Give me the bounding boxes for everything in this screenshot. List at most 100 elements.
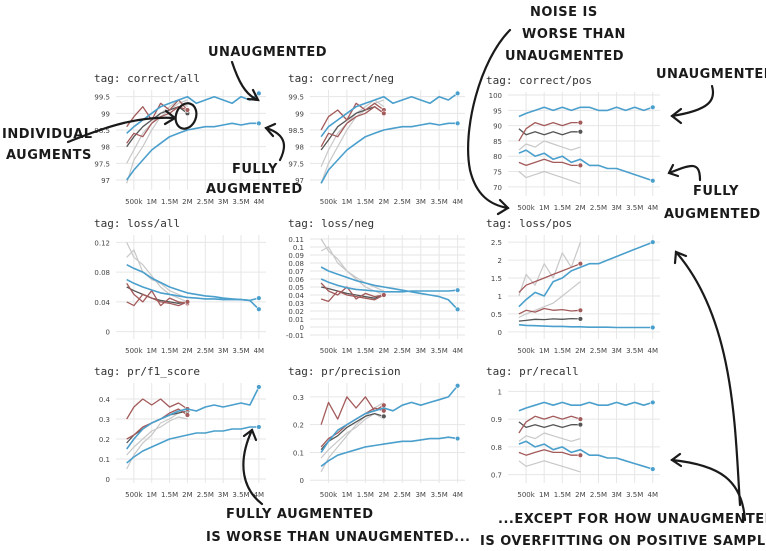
series-line-fully-augmented (518, 440, 654, 470)
series-end-point (577, 416, 584, 422)
y-tick-label: 0 (300, 477, 304, 485)
series-end-point (650, 178, 656, 184)
series-line-gray (320, 286, 385, 299)
chart-title: tag: loss/pos (486, 217, 572, 230)
chart-title: tag: pr/recall (486, 365, 579, 378)
x-tick-label: 1M (539, 347, 550, 355)
label-individual-augments-line2: AUGMENTS (6, 148, 92, 163)
y-tick-label: 95 (493, 107, 502, 115)
y-tick-label: 99 (101, 110, 110, 118)
series-end-point (577, 316, 584, 322)
y-tick-label: 98 (295, 144, 304, 152)
x-tick-label: 2M (379, 347, 390, 355)
y-tick-label: 75 (493, 169, 502, 177)
individual-augments-circle (174, 102, 198, 130)
x-tick-label: 3.5M (431, 491, 448, 499)
series-line-red (320, 106, 385, 148)
series-line-gray (518, 128, 581, 136)
y-tick-label: 0.7 (491, 472, 502, 480)
arrow-fully-augmented-right (667, 164, 702, 182)
series-end-point (184, 299, 191, 305)
x-tick-label: 2.5M (197, 198, 214, 206)
series-end-point (454, 90, 461, 97)
y-tick-label: 98 (101, 144, 110, 152)
y-tick-label: 97 (295, 177, 304, 185)
x-tick-label: 3M (218, 198, 229, 206)
series-line-red (518, 449, 581, 456)
x-tick-label: 1M (342, 198, 353, 206)
arrow-fully-augmented-worse-head (242, 428, 258, 442)
chart-panel-5: tag: loss/neg-0.0100.010.020.030.040.050… (286, 217, 465, 355)
series-end-point (454, 383, 461, 389)
y-tick-label: 0.04 (288, 292, 304, 300)
x-tick-label: 1M (539, 491, 550, 499)
chart-title: tag: loss/neg (288, 217, 374, 230)
x-tick-label: 3M (611, 347, 622, 355)
label-fully-augmented-right-line1: FULLY (693, 184, 739, 199)
x-tick-label: 3.5M (232, 198, 249, 206)
y-tick-label: 0 (106, 329, 110, 337)
series-line-unaugmented (518, 401, 654, 412)
y-tick-label: 0.02 (288, 308, 304, 316)
series-line-red (518, 158, 581, 167)
series-end-point (454, 287, 461, 293)
series-line-unaugmented (126, 263, 260, 310)
x-tick-label: 3.5M (431, 347, 448, 355)
x-tick-label: 500k (320, 198, 338, 206)
x-tick-label: 2M (379, 491, 390, 499)
arrow-individual-augments (66, 116, 177, 144)
y-tick-label: 1.5 (491, 275, 502, 283)
y-tick-label: 0.08 (94, 269, 110, 277)
arrow-unaugmented-right-head (670, 107, 683, 125)
x-tick-label: 2.5M (590, 347, 607, 355)
x-tick-label: 4M (254, 198, 265, 206)
x-tick-label: 1.5M (357, 198, 374, 206)
x-tick-label: 2M (379, 198, 390, 206)
x-tick-label: 3M (611, 204, 622, 212)
y-tick-label: 90 (493, 123, 502, 131)
series-end-point (577, 307, 584, 314)
y-tick-label: 0 (300, 324, 304, 332)
series-end-point (256, 120, 262, 127)
x-tick-label: 2.5M (590, 204, 607, 212)
x-tick-label: 1M (342, 347, 353, 355)
series-line-red (518, 121, 581, 142)
series-line-fully-augmented (126, 122, 259, 181)
series-end-point (256, 90, 262, 97)
series-end-point (577, 421, 584, 428)
series-line-light (518, 241, 581, 297)
series-end-point (381, 402, 387, 408)
series-line-gray (320, 412, 384, 451)
y-tick-label: 98.5 (288, 127, 304, 135)
y-tick-label: 0.3 (293, 394, 304, 402)
x-tick-label: 3.5M (431, 198, 448, 206)
y-tick-label: 1 (498, 388, 502, 396)
x-tick-label: 1.5M (357, 491, 374, 499)
x-tick-label: 3M (415, 347, 426, 355)
series-line-red (518, 415, 581, 434)
x-tick-label: 1.5M (161, 347, 178, 355)
x-tick-label: 1.5M (357, 347, 374, 355)
x-tick-label: 2.5M (590, 491, 607, 499)
y-tick-label: 0.2 (293, 422, 304, 430)
x-tick-label: 3.5M (626, 491, 643, 499)
series-line-light (518, 432, 581, 442)
arrow-fully-augmented-worse (242, 428, 264, 506)
y-tick-label: 99.5 (288, 94, 304, 102)
y-tick-label: 0.8 (491, 444, 502, 452)
x-tick-label: 1.5M (554, 204, 571, 212)
y-tick-label: 80 (493, 153, 502, 161)
chart-panel-9: tag: pr/recall 0.7 0.8 0.9 1 500k 1M 1.5M 2M 2.5M… (486, 365, 660, 499)
series-end-point (577, 119, 584, 126)
series-end-point (650, 239, 656, 245)
series-line-unaugmented (320, 92, 459, 138)
y-tick-label: 0.07 (288, 268, 304, 276)
series-line-light (320, 246, 385, 292)
y-tick-label: 97.5 (288, 160, 304, 168)
annotation-layer: UNAUGMENTED INDIVIDUAL AUGMENTS FULLY AU… (2, 5, 766, 549)
x-tick-label: 4M (254, 491, 265, 499)
series-line-unaugmented (320, 266, 459, 310)
chart-panel-3: tag: correct/pos 70 75 80 85 90 95 100 500k 1M 1.5… (486, 74, 660, 212)
chart-title: tag: pr/f1_score (94, 365, 200, 378)
series-end-point (381, 413, 387, 420)
